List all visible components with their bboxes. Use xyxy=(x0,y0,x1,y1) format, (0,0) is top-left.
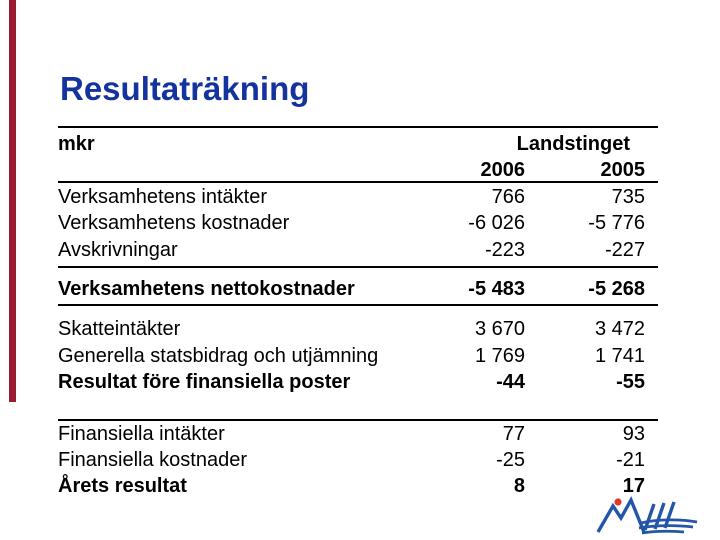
logo-mountain-icon xyxy=(596,496,646,533)
row-label: Årets resultat xyxy=(58,475,187,497)
value-2006: 8 xyxy=(513,475,525,497)
table-rule-top xyxy=(58,126,658,128)
value-2006: 77 xyxy=(502,423,525,445)
table-year-header-row: 2006 2005 xyxy=(58,157,658,183)
logo-slash-icon xyxy=(663,501,676,529)
value-2005: 17 xyxy=(622,475,645,497)
table-rule-above-finansiella xyxy=(58,419,658,421)
value-2005: 735 xyxy=(611,186,645,208)
table-row: Skatteintäkter 3 670 3 472 xyxy=(58,316,658,342)
row-label: Resultat före finansiella poster xyxy=(58,371,351,393)
table-row-total: Resultat före finansiella poster -44 -55 xyxy=(58,369,658,395)
value-2005: 1 741 xyxy=(594,345,645,367)
year-2006-header: 2006 xyxy=(480,159,526,181)
table-header-row: mkr Landstinget xyxy=(58,131,658,157)
table-rule-under-years xyxy=(58,181,658,183)
table-row-total: Verksamhetens nettokostnader -5 483 -5 2… xyxy=(58,276,658,302)
empty-cell xyxy=(58,157,430,183)
row-label: Verksamhetens nettokostnader xyxy=(58,278,355,300)
table-row: Avskrivningar -223 -227 xyxy=(58,237,658,263)
row-label: Skatteintäkter xyxy=(58,318,181,340)
left-accent-bar xyxy=(9,0,16,402)
row-label: Verksamhetens intäkter xyxy=(58,186,267,208)
value-2006: 3 670 xyxy=(474,318,525,340)
value-2006: 766 xyxy=(491,186,525,208)
row-label: Avskrivningar xyxy=(58,239,178,261)
table-row-total: Årets resultat 8 17 xyxy=(58,473,658,499)
row-label: Finansiella intäkter xyxy=(58,423,225,445)
value-2006: -25 xyxy=(496,449,525,471)
logo-wave-icon xyxy=(641,529,685,535)
table-rule-below-nettokostnader xyxy=(58,304,658,306)
table-row: Verksamhetens intäkter 766 735 xyxy=(58,184,658,210)
nll-logo-icon xyxy=(596,496,698,535)
table-row: Finansiella kostnader -25 -21 xyxy=(58,447,658,473)
year-2005-header: 2005 xyxy=(600,159,646,181)
unit-label: mkr xyxy=(58,133,95,155)
value-2006: -5 483 xyxy=(468,278,525,300)
table-row: Verksamhetens kostnader -6 026 -5 776 xyxy=(58,210,658,236)
value-2005: 93 xyxy=(622,423,645,445)
value-2005: 3 472 xyxy=(594,318,645,340)
value-2006: 1 769 xyxy=(474,345,525,367)
value-2005: -55 xyxy=(616,371,645,393)
logo-wave-icon xyxy=(640,518,698,525)
value-2006: -6 026 xyxy=(468,212,525,234)
row-label: Finansiella kostnader xyxy=(58,449,247,471)
row-label: Verksamhetens kostnader xyxy=(58,212,290,234)
nll-logo xyxy=(595,495,703,537)
table-rule-above-nettokostnader xyxy=(58,266,658,268)
table-row: Finansiella intäkter 77 93 xyxy=(58,421,658,447)
value-2005: -21 xyxy=(616,449,645,471)
value-2005: -227 xyxy=(604,239,645,261)
org-header: Landstinget xyxy=(516,133,630,155)
value-2005: -5 776 xyxy=(588,212,645,234)
page-title: Resultaträkning xyxy=(60,70,310,107)
value-2006: -44 xyxy=(496,371,525,393)
row-label: Generella statsbidrag och utjämning xyxy=(58,345,379,367)
value-2005: -5 268 xyxy=(588,278,645,300)
table-row: Generella statsbidrag och utjämning 1 76… xyxy=(58,343,658,369)
logo-sun-icon xyxy=(614,498,622,506)
value-2006: -223 xyxy=(484,239,525,261)
logo-wave-icon xyxy=(638,524,694,530)
